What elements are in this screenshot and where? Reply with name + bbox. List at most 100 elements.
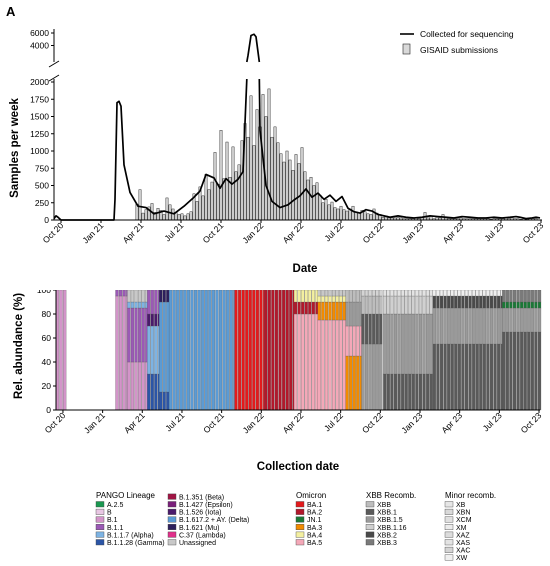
- abundance-bar-segment: [342, 290, 346, 297]
- abundance-bar-segment: [63, 290, 67, 411]
- legend-swatch: [95, 516, 105, 523]
- abundance-bar-segment: [426, 295, 430, 315]
- abundance-bar-segment: [176, 290, 180, 411]
- gisaid-bar: [279, 153, 283, 221]
- legend-group-title: Omicron: [296, 491, 326, 500]
- gisaid-bar: [294, 154, 298, 221]
- gisaid-bar: [363, 211, 367, 221]
- gisaid-bar: [345, 210, 349, 221]
- abundance-bar-segment: [127, 290, 131, 303]
- abundance-bar-segment: [301, 313, 305, 411]
- abundance-bar-segment: [408, 313, 412, 375]
- abundance-bar-segment: [426, 313, 430, 375]
- x-tick-label: Oct 21: [201, 410, 226, 435]
- y-tick-label: 1750: [30, 94, 49, 104]
- y-tick-label: 40: [42, 357, 52, 367]
- abundance-bar-segment: [397, 295, 401, 315]
- x-tick-label: Jan 23: [400, 220, 425, 245]
- abundance-bar-segment: [436, 290, 440, 297]
- abundance-bar-segment: [364, 295, 369, 315]
- gisaid-bar: [369, 214, 373, 221]
- gisaid-bar: [315, 182, 319, 221]
- x-tick-label: Oct 22: [361, 220, 386, 245]
- legend-swatch: [444, 508, 454, 515]
- abundance-bar-segment: [311, 313, 315, 411]
- legend-label: Collected for sequencing: [420, 29, 514, 39]
- abundance-bar-segment: [505, 307, 509, 333]
- abundance-bar-segment: [130, 290, 135, 303]
- legend-label: B.1.1.7 (Alpha): [107, 532, 154, 539]
- gisaid-bar: [195, 201, 199, 221]
- abundance-bar-segment: [439, 307, 444, 345]
- abundance-bar-segment: [141, 290, 145, 303]
- abundance-bar-segment: [137, 301, 142, 309]
- abundance-bar-segment: [317, 295, 321, 303]
- abundance-bar-segment: [317, 301, 321, 321]
- abundance-bar-segment: [418, 313, 423, 375]
- abundance-bar-segment: [345, 301, 349, 327]
- abundance-bar-segment: [372, 290, 376, 297]
- legend-swatch: [295, 539, 305, 546]
- abundance-bar-segment: [331, 295, 336, 303]
- abundance-bar-segment: [308, 313, 312, 411]
- legend-swatch: [444, 546, 454, 553]
- legend-swatch: [365, 531, 375, 538]
- abundance-bar-segment: [530, 301, 534, 309]
- abundance-bar-segment: [432, 295, 436, 309]
- abundance-bar-segment: [159, 301, 163, 393]
- abundance-bar-segment: [264, 290, 268, 411]
- abundance-bar-segment: [408, 373, 412, 411]
- abundance-bar-segment: [372, 343, 376, 411]
- abundance-bar-segment: [339, 301, 343, 321]
- y-tick-label: 60: [42, 333, 52, 343]
- legend-label: XBN: [456, 510, 470, 517]
- abundance-bar-segment: [443, 307, 447, 345]
- y-tick-label: 750: [35, 163, 49, 173]
- abundance-bar-segment: [339, 295, 343, 303]
- abundance-bar-segment: [426, 373, 430, 411]
- legend-label: B.1: [107, 517, 118, 524]
- legend-swatch: [167, 531, 177, 538]
- abundance-bar-segment: [335, 319, 339, 411]
- abundance-bar-segment: [172, 290, 176, 411]
- abundance-bar-segment: [356, 301, 360, 327]
- abundance-bar-segment: [482, 290, 486, 297]
- abundance-bar-segment: [497, 307, 501, 345]
- abundance-bar-segment: [218, 290, 223, 411]
- gisaid-bar: [357, 212, 361, 221]
- abundance-bar-segment: [401, 313, 405, 375]
- x-tick-label: Jan 21: [80, 220, 105, 245]
- gisaid-bar: [186, 213, 190, 221]
- abundance-bar-segment: [447, 295, 451, 309]
- y-tick-label: 4000: [30, 41, 49, 51]
- abundance-bar-segment: [432, 307, 436, 345]
- abundance-bar-segment: [311, 301, 315, 315]
- abundance-bar-segment: [237, 290, 242, 411]
- abundance-bar-segment: [317, 290, 321, 297]
- abundance-bar-segment: [118, 295, 123, 411]
- abundance-bar-segment: [304, 290, 308, 303]
- abundance-bar-segment: [486, 290, 490, 297]
- abundance-bar-segment: [489, 290, 494, 297]
- abundance-bar-segment: [331, 319, 336, 411]
- abundance-bar-segment: [401, 290, 405, 297]
- y-tick-label: 0: [46, 405, 51, 415]
- legend-label: B.1.351 (Beta): [179, 494, 224, 501]
- gisaid-bar: [300, 147, 304, 221]
- gisaid-bar: [138, 189, 142, 221]
- abundance-bar-segment: [162, 290, 166, 303]
- abundance-bar-segment: [356, 325, 360, 357]
- abundance-bar-segment: [429, 295, 433, 315]
- abundance-bar-segment: [461, 295, 465, 309]
- gisaid-bar: [222, 178, 226, 221]
- abundance-bar-segment: [454, 307, 458, 345]
- abundance-bar-segment: [331, 290, 336, 297]
- legend-label: XCM: [456, 517, 472, 524]
- gisaid-bar: [252, 145, 256, 221]
- legend-label: XBB.1.16: [377, 525, 407, 532]
- abundance-bar-segment: [241, 290, 245, 411]
- abundance-bar-segment: [411, 290, 415, 297]
- legend-label: B.1.617.2 + AY. (Delta): [179, 517, 249, 524]
- gisaid-bar: [324, 199, 328, 221]
- abundance-bar-segment: [154, 290, 158, 315]
